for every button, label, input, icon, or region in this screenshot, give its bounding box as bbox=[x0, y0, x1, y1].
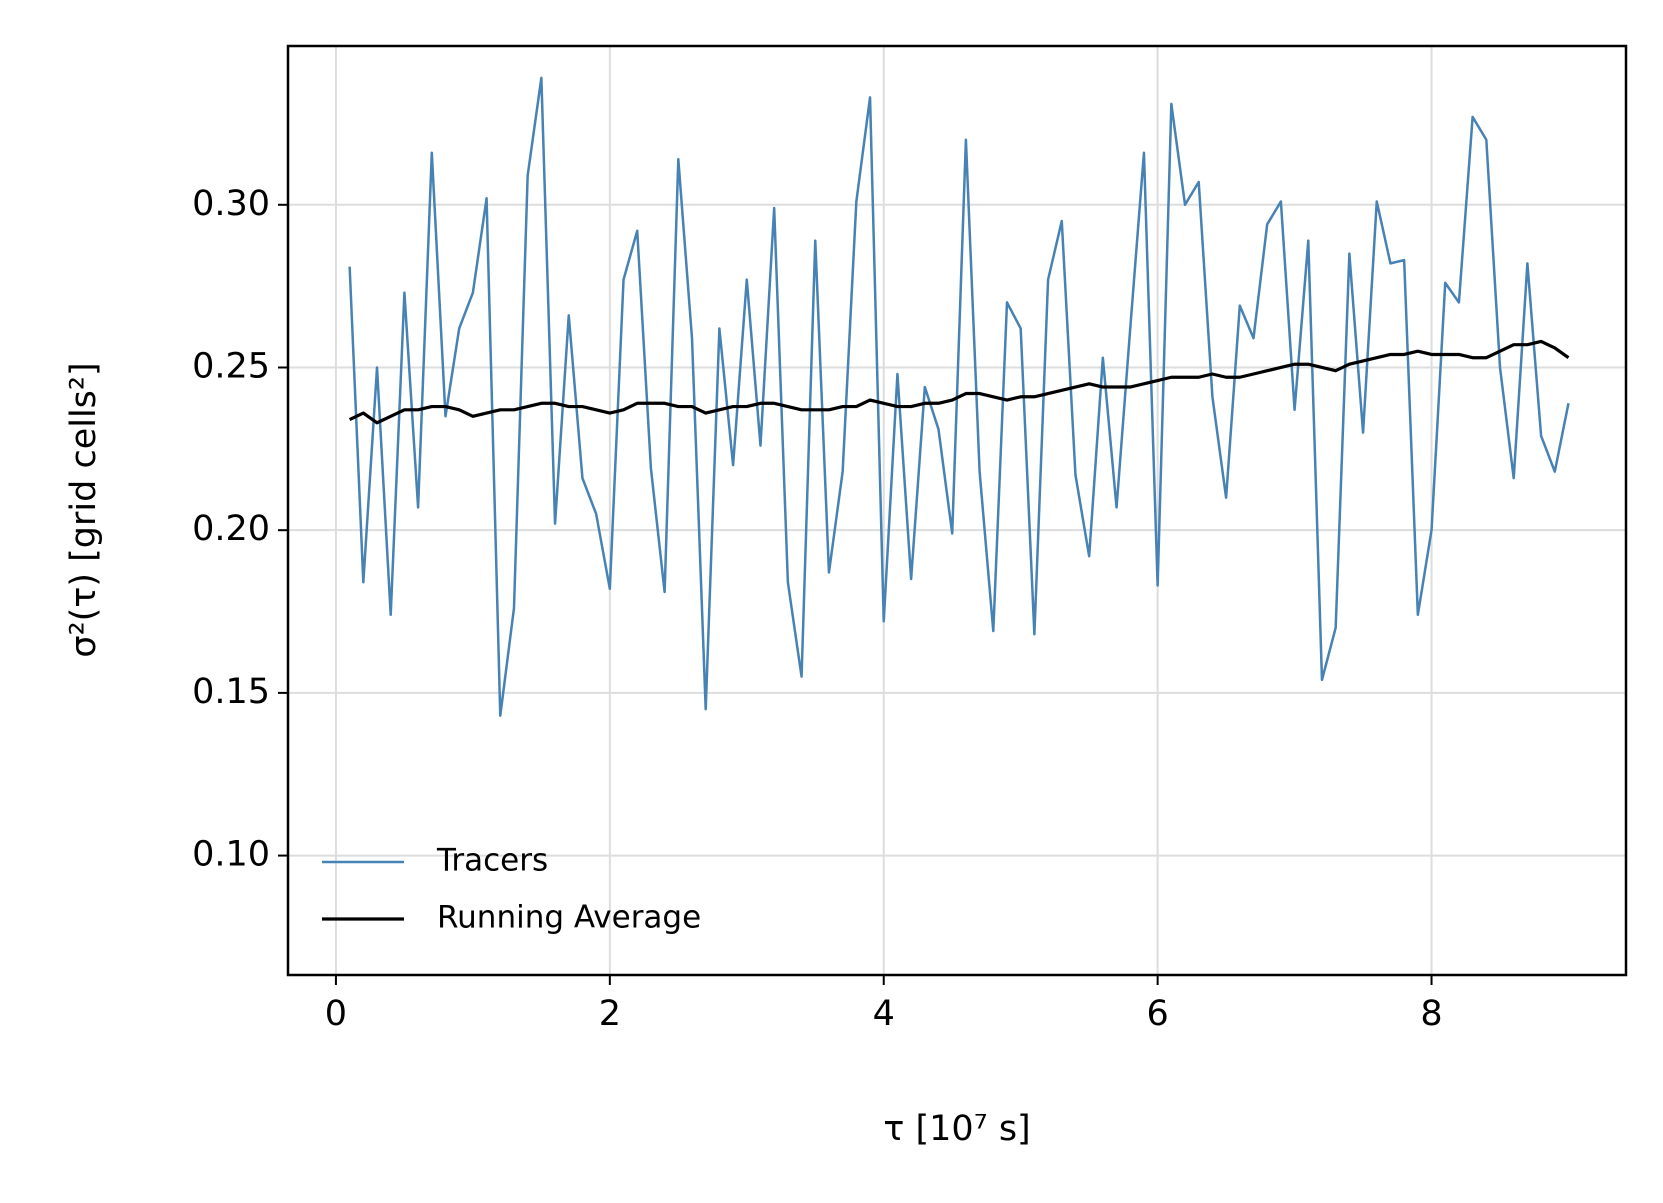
y-tick-label: 0.25 bbox=[192, 346, 270, 386]
x-axis-label: τ [10⁷ s] bbox=[883, 1109, 1030, 1149]
series-line bbox=[348, 339, 1570, 425]
y-tick-label: 0.30 bbox=[192, 184, 270, 224]
x-tick-label: 8 bbox=[1420, 994, 1442, 1034]
x-tick-label: 0 bbox=[325, 994, 347, 1034]
x-tick-label: 2 bbox=[599, 994, 621, 1034]
y-tick-label: 0.10 bbox=[192, 835, 270, 875]
legend-label: Running Average bbox=[437, 900, 701, 936]
series-line bbox=[348, 76, 1570, 717]
y-tick-label: 0.20 bbox=[192, 509, 270, 549]
y-tick-label: 0.15 bbox=[192, 672, 270, 712]
y-axis-label: σ²(τ) [grid cells²] bbox=[64, 362, 104, 657]
legend-label: Tracers bbox=[436, 843, 548, 879]
plot-frame bbox=[286, 44, 1628, 977]
x-tick-label: 6 bbox=[1146, 994, 1168, 1034]
x-tick-label: 4 bbox=[873, 994, 895, 1034]
